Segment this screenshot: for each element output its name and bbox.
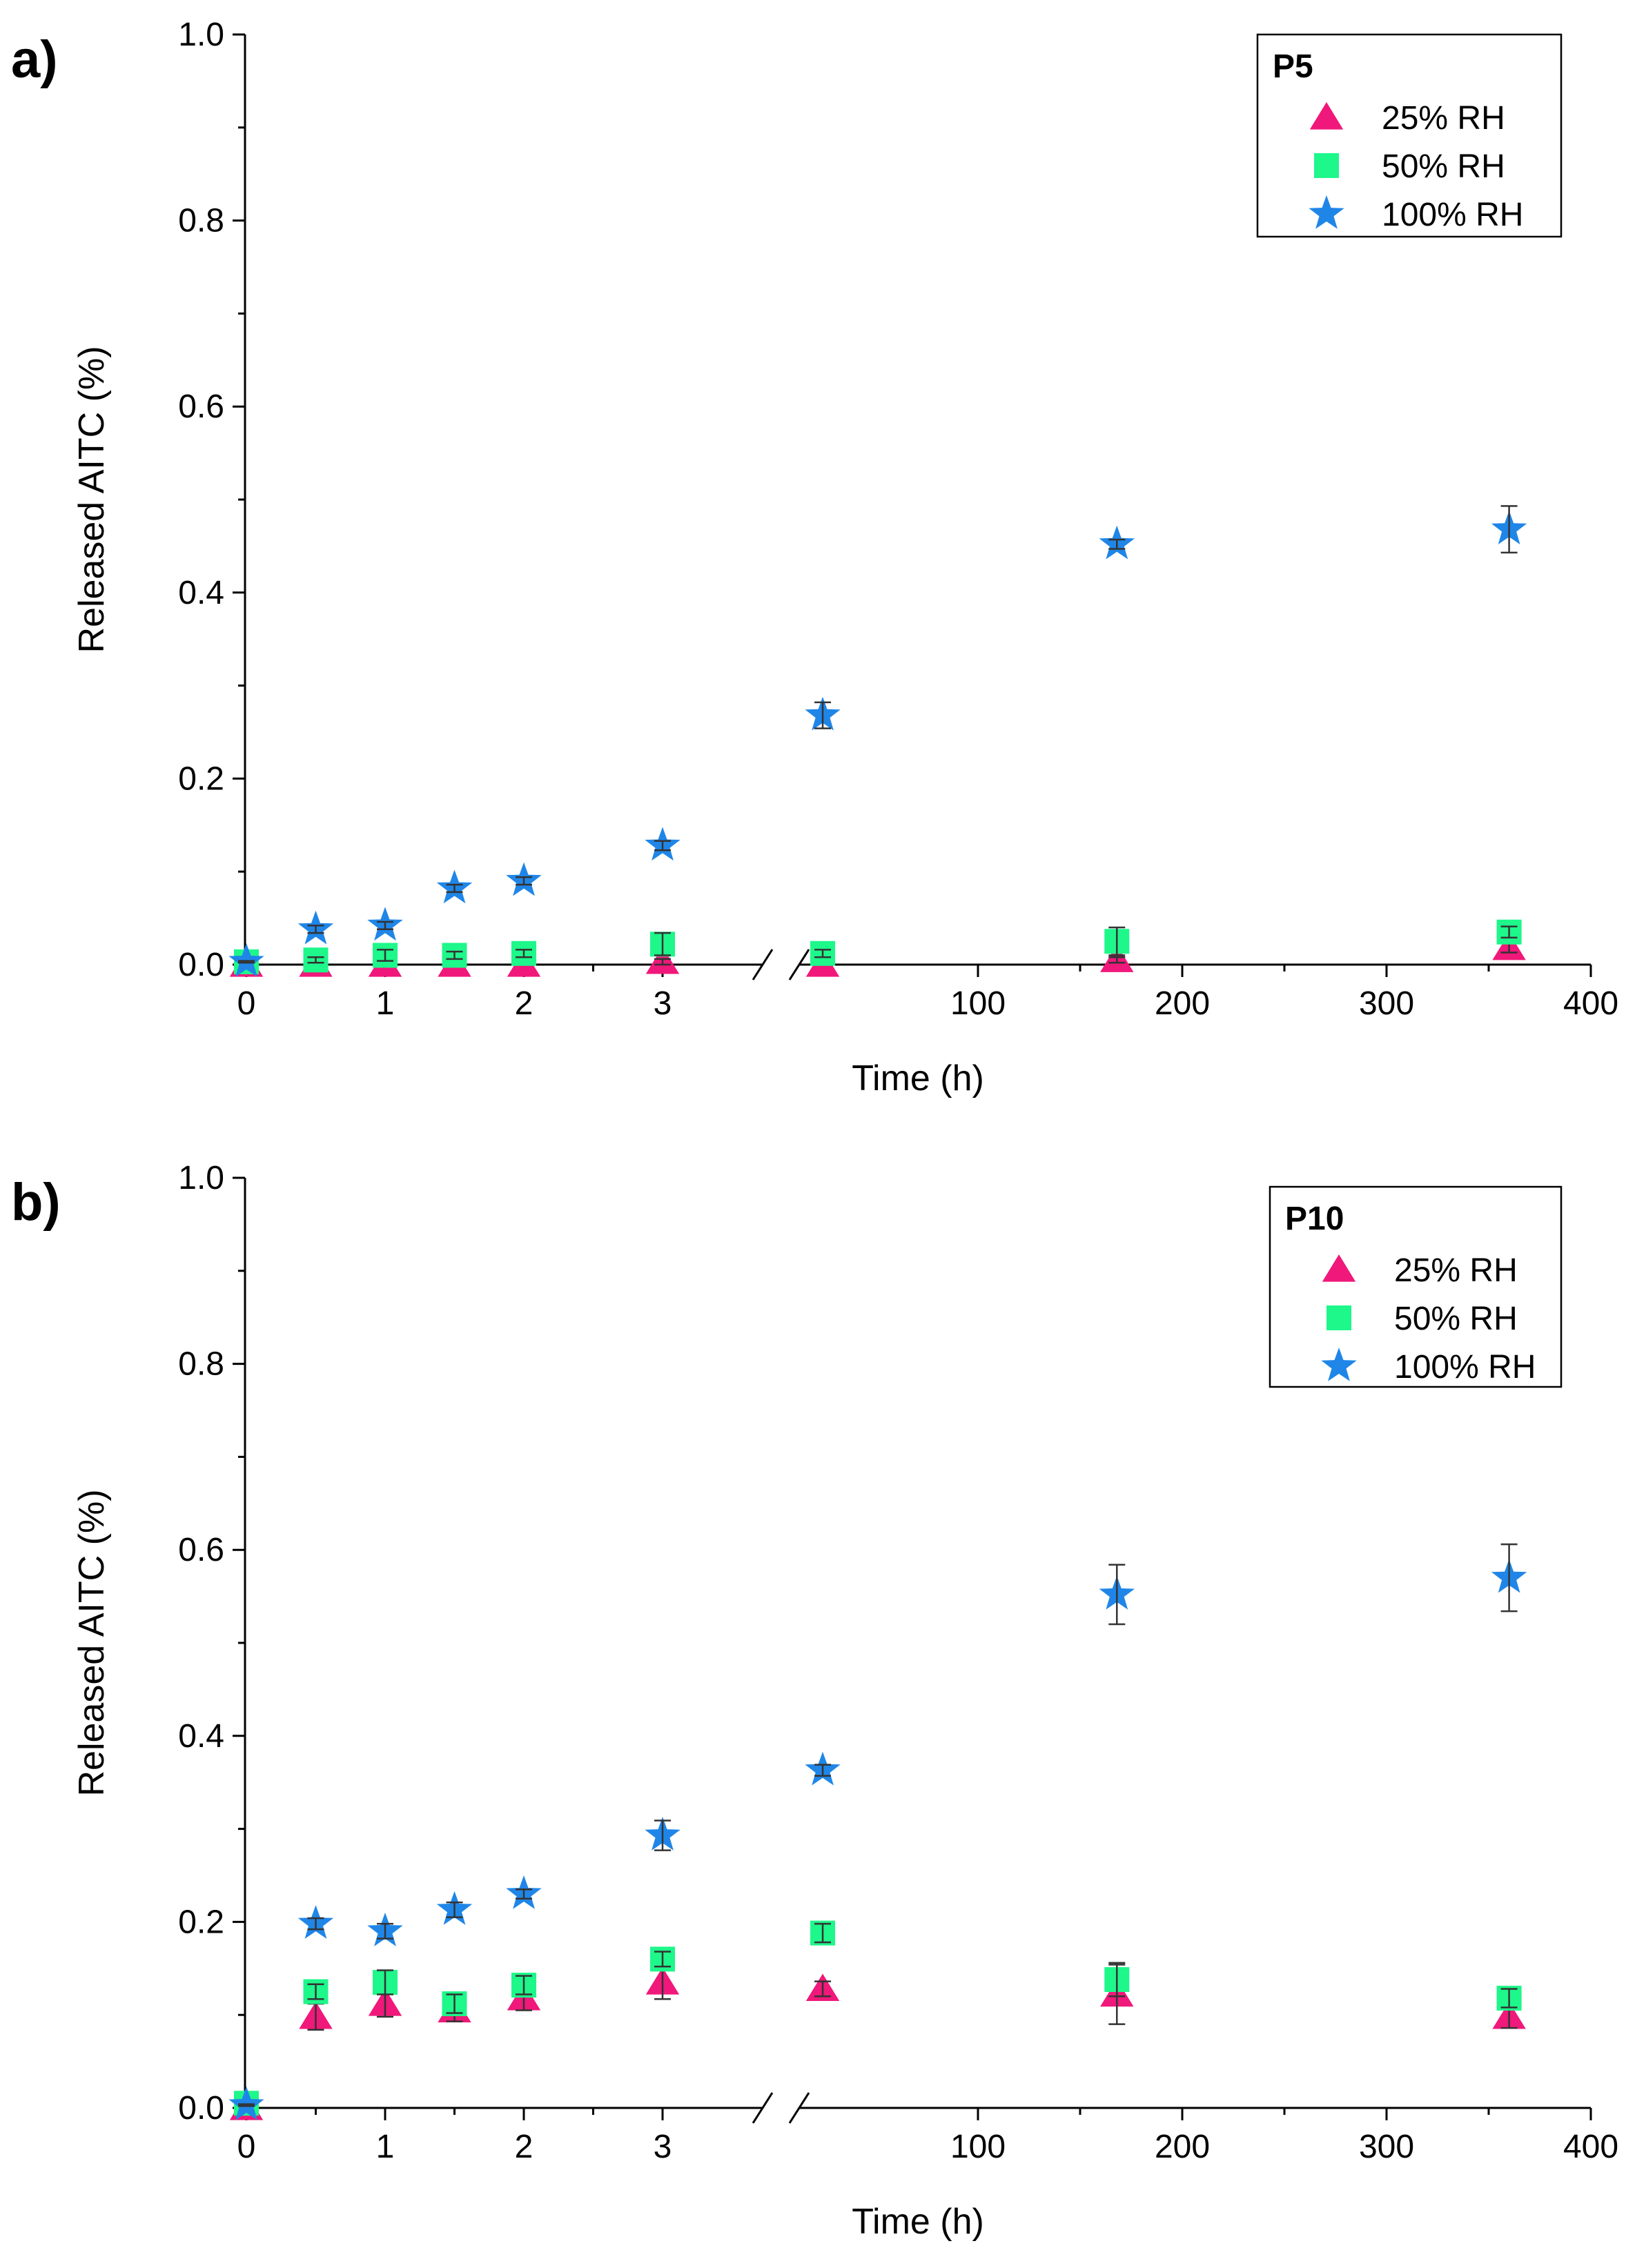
y-tick-label: 0.2 [178,1904,224,1940]
x-tick-label: 1 [376,2129,395,2165]
y-tick-label: 1.0 [178,1160,224,1196]
legend-marker [1309,102,1344,130]
x-tick-label: 100 [950,985,1006,1022]
y-tick-label: 0.6 [178,1532,224,1568]
legend-marker [1309,195,1344,229]
x-tick-label: 3 [654,985,672,1022]
x-tick-label: 0 [237,985,256,1022]
legend-marker [1314,153,1339,178]
axis-break-mark [788,949,810,980]
legend-title: P10 [1285,1201,1344,1237]
x-tick-label: 100 [950,2129,1006,2165]
series-25rh [229,932,1526,977]
y-axis-title: Released AITC (%) [72,1489,112,1796]
legend: P10 25% RH 50% RH 100% RH [1269,1185,1563,1388]
legend-marker [1321,1348,1357,1381]
series-100rh [228,1543,1527,2120]
y-tick-label: 0.0 [178,2090,224,2127]
legend-box [1269,1185,1563,1388]
y-tick-label: 0.0 [178,947,224,983]
panel-label: a) [11,30,58,89]
legend-marker [1326,1305,1351,1330]
x-tick-label: 2 [515,985,533,1022]
y-tick-label: 0.8 [178,1346,224,1383]
x-tick-label: 0 [237,2129,256,2165]
legend-label: 25% RH [1394,1252,1518,1289]
x-tick-label: 200 [1155,2129,1210,2165]
axis-break-mark [788,2092,810,2124]
x-tick-label: 1 [376,985,395,1022]
legend-box [1256,33,1563,238]
series-50rh [234,919,1522,974]
x-tick-label: 300 [1359,985,1414,1022]
legend-label: 100% RH [1382,197,1523,233]
y-tick-label: 0.2 [178,760,224,797]
y-tick-label: 1.0 [178,17,224,53]
x-tick-label: 3 [654,2129,672,2165]
y-axis-title: Released AITC (%) [72,346,112,653]
legend-title: P5 [1273,48,1313,85]
x-axis-title: Time (h) [852,1058,984,1098]
panel-label: b) [11,1173,61,1232]
series-50rh [234,1920,1522,2116]
panel-b: b) 0.0 0.2 0.4 0.6 0.8 1.0 0 1 2 3 100 200 300 400 Time… [11,1160,1618,2242]
legend-marker [1322,1254,1356,1282]
x-tick-label: 400 [1563,2129,1618,2165]
legend-label: 50% RH [1394,1301,1518,1337]
panel-a: a) 0.0 0.2 0.4 0.6 0.8 1.0 0 1 2 3 100 200 300 400 Time… [11,17,1618,1098]
x-tick-label: 400 [1563,985,1618,1022]
x-tick-label: 300 [1359,2129,1414,2165]
y-tick-label: 0.6 [178,388,224,425]
legend-label: 100% RH [1394,1349,1536,1386]
legend: P5 25% RH 50% RH 100% RH [1256,33,1563,238]
series-25rh [229,1964,1526,2120]
y-tick-label: 0.4 [178,575,224,611]
axis-break-mark [752,949,774,980]
y-tick-label: 0.8 [178,203,224,239]
legend-label: 50% RH [1382,148,1505,185]
y-tick-label: 0.4 [178,1718,224,1755]
legend-label: 25% RH [1382,100,1505,137]
x-axis-title: Time (h) [852,2202,984,2242]
x-tick-label: 2 [515,2129,533,2165]
axis-break-mark [752,2092,774,2124]
x-tick-label: 200 [1155,985,1210,1022]
series-100rh [228,505,1527,977]
